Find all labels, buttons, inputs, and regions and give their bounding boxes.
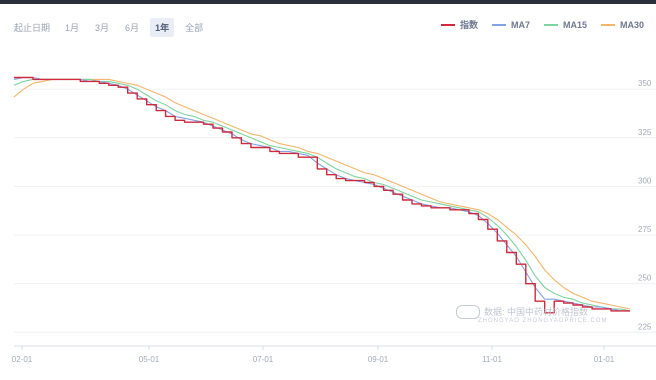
date-range-toolbar: 起止日期 1月 3月 6月 1年 全部 — [14, 18, 208, 37]
range-button-3m[interactable]: 3月 — [95, 23, 110, 33]
range-button-1m[interactable]: 1月 — [65, 23, 80, 33]
x-tick-label-01-01: 01-01 — [594, 355, 615, 364]
x-tick-label-02-01: 02-01 — [12, 355, 33, 364]
watermark-logo-icon — [456, 305, 480, 319]
x-tick-label-09-01: 09-01 — [368, 355, 389, 364]
legend-item-ma15[interactable]: MA15 — [543, 19, 587, 30]
legend-swatch-ma30 — [600, 23, 615, 26]
top-border — [0, 0, 656, 4]
x-tick-label-05-01: 05-01 — [139, 355, 160, 364]
series-line-ma7[interactable] — [13, 76, 630, 312]
x-tick-label-11-01: 11-01 — [482, 355, 502, 364]
y-tick-label-300: 300 — [638, 176, 652, 185]
watermark-subtext: ZHONGYAO ZHONGYAOPRICE.COM — [478, 318, 608, 324]
series-line-ma30[interactable] — [13, 78, 631, 310]
legend-item-ma7[interactable]: MA7 — [491, 19, 530, 30]
y-tick-label-225: 225 — [638, 322, 652, 331]
legend-label-ma15: MA15 — [562, 19, 587, 30]
chart-legend: 指数 MA7 MA15 MA30 — [440, 18, 644, 31]
date-range-label: 起止日期 — [14, 23, 51, 33]
range-button-1y[interactable]: 1年 — [150, 18, 175, 37]
legend-label-ma7: MA7 — [510, 19, 530, 30]
y-tick-label-350: 350 — [638, 79, 652, 88]
watermark-text: 数据: 中国中药材价格指数 — [484, 307, 589, 317]
range-button-all[interactable]: 全部 — [185, 23, 204, 33]
series-line-ma15[interactable] — [13, 78, 631, 312]
legend-item-index[interactable]: 指数 — [440, 18, 478, 31]
y-tick-label-275: 275 — [638, 225, 652, 234]
range-button-6m[interactable]: 6月 — [125, 23, 140, 33]
legend-swatch-ma15 — [543, 23, 558, 26]
legend-label-index: 指数 — [459, 20, 478, 30]
legend-item-ma30[interactable]: MA30 — [600, 19, 644, 30]
y-tick-label-325: 325 — [638, 128, 652, 137]
legend-swatch-ma7 — [491, 23, 506, 26]
legend-swatch-index — [440, 23, 455, 26]
y-tick-label-250: 250 — [638, 274, 652, 283]
x-tick-label-07-01: 07-01 — [253, 355, 274, 364]
series-line-指数[interactable] — [14, 76, 630, 314]
legend-label-ma30: MA30 — [619, 19, 644, 30]
